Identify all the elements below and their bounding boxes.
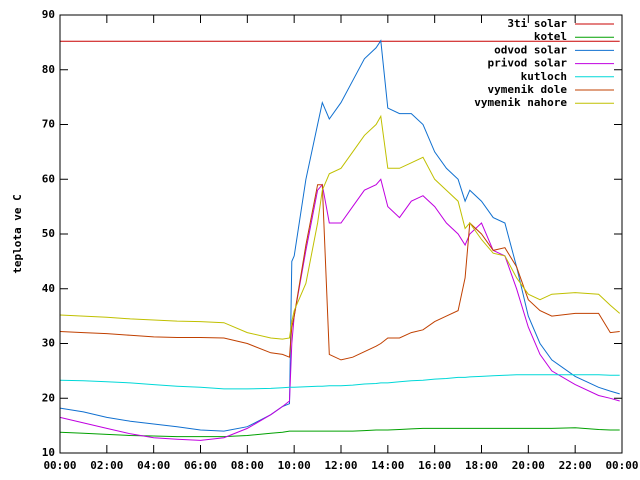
legend-label: vymenik dole bbox=[488, 83, 568, 96]
x-tick-label: 20:00 bbox=[512, 459, 545, 472]
legend-label: vymenik nahore bbox=[474, 96, 567, 109]
x-tick-label: 08:00 bbox=[231, 459, 264, 472]
x-tick-label: 06:00 bbox=[184, 459, 217, 472]
y-tick-label: 20 bbox=[42, 391, 55, 404]
x-tick-label: 12:00 bbox=[324, 459, 357, 472]
x-tick-label: 18:00 bbox=[465, 459, 498, 472]
x-tick-label: 14:00 bbox=[371, 459, 404, 472]
y-tick-label: 60 bbox=[42, 172, 55, 185]
x-tick-label: 16:00 bbox=[418, 459, 451, 472]
x-tick-label: 22:00 bbox=[559, 459, 592, 472]
y-tick-label: 90 bbox=[42, 8, 55, 21]
x-tick-label: 00:00 bbox=[43, 459, 76, 472]
legend-label: privod solar bbox=[488, 57, 568, 70]
legend-label: 3ti solar bbox=[507, 17, 567, 30]
y-tick-label: 50 bbox=[42, 227, 55, 240]
y-axis-label: teplota ve C bbox=[11, 194, 24, 273]
legend-label: kotel bbox=[534, 30, 567, 43]
series-line bbox=[59, 114, 621, 340]
y-tick-label: 40 bbox=[42, 282, 55, 295]
y-tick-label: 70 bbox=[42, 118, 55, 131]
x-tick-label: 04:00 bbox=[137, 459, 170, 472]
series-line bbox=[59, 184, 620, 361]
series-line bbox=[59, 427, 620, 438]
x-tick-label: 10:00 bbox=[278, 459, 311, 472]
x-tick-label: 00:00 bbox=[605, 459, 638, 472]
y-tick-label: 80 bbox=[42, 63, 55, 76]
x-tick-label: 02:00 bbox=[90, 459, 123, 472]
legend-label: kutloch bbox=[521, 70, 567, 83]
legend-label: odvod solar bbox=[494, 43, 567, 56]
plot-border bbox=[59, 14, 623, 454]
y-tick-label: 10 bbox=[42, 446, 55, 459]
series-line bbox=[59, 178, 620, 441]
series-line bbox=[59, 374, 620, 390]
y-tick-label: 30 bbox=[42, 337, 55, 350]
